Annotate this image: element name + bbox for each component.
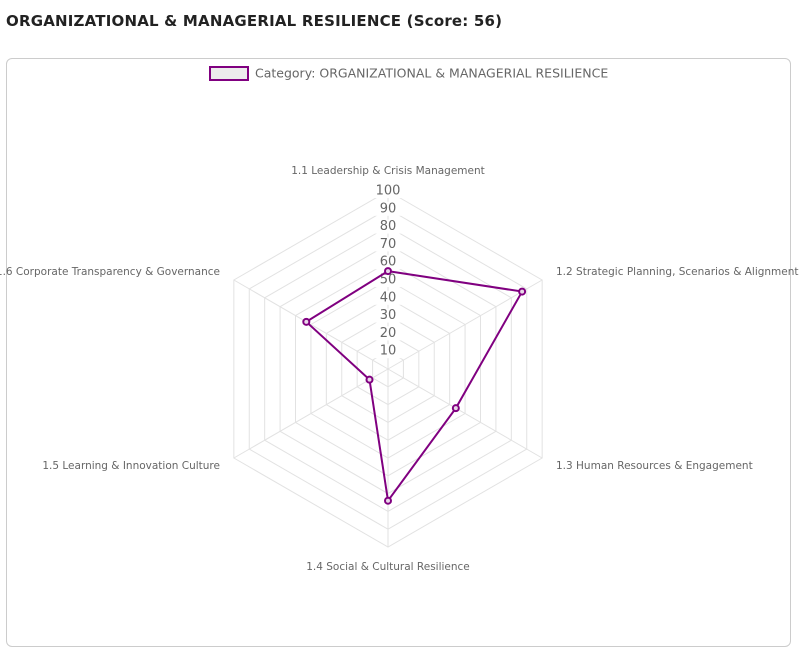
axis-label: 1.2 Strategic Planning, Scenarios & Alig… [556, 266, 799, 278]
chart-card [6, 58, 791, 647]
axis-label: 1.3 Human Resources & Engagement [556, 460, 753, 472]
data-point [302, 317, 311, 326]
tick-label: 90 [380, 201, 397, 216]
legend-swatch [209, 66, 249, 81]
data-point [451, 404, 460, 413]
tick-label: 100 [376, 184, 401, 199]
tick-label: 50 [380, 273, 397, 288]
tick-label: 10 [380, 344, 397, 359]
tick-label: 20 [380, 326, 397, 341]
axis-label: 1.5 Learning & Innovation Culture [42, 460, 220, 472]
series-line [304, 270, 524, 504]
legend-label: Category: ORGANIZATIONAL & MANAGERIAL RE… [255, 66, 608, 81]
spoke [387, 368, 543, 459]
tick-label: 60 [380, 255, 397, 270]
data-point [384, 267, 392, 276]
tick-label-bg [374, 290, 402, 305]
chart-title: ORGANIZATIONAL & MANAGERIAL RESILIENCE (… [6, 12, 503, 30]
spoke [233, 368, 389, 459]
axis-label: 1.4 Social & Cultural Resilience [306, 561, 470, 573]
data-point [365, 375, 374, 384]
tick-label-bg [374, 219, 402, 234]
spoke [233, 279, 389, 370]
tick-label-bg [374, 184, 402, 198]
tick-label-bg [374, 326, 402, 341]
tick-label-bg [374, 255, 402, 270]
tick-label-bg [374, 344, 402, 359]
data-point [518, 287, 527, 296]
data-point [384, 496, 392, 505]
axis-label: 1.1 Leadership & Crisis Management [291, 165, 485, 177]
tick-label: 70 [380, 237, 397, 252]
tick-label: 80 [380, 219, 397, 234]
tick-label: 30 [380, 308, 397, 323]
tick-label-bg [374, 237, 402, 252]
tick-label: 40 [380, 290, 397, 305]
axis-label: 1.6 Corporate Transparency & Governance [0, 266, 220, 278]
spoke [387, 279, 543, 370]
tick-label-bg [374, 308, 402, 323]
tick-label-bg [374, 201, 402, 216]
